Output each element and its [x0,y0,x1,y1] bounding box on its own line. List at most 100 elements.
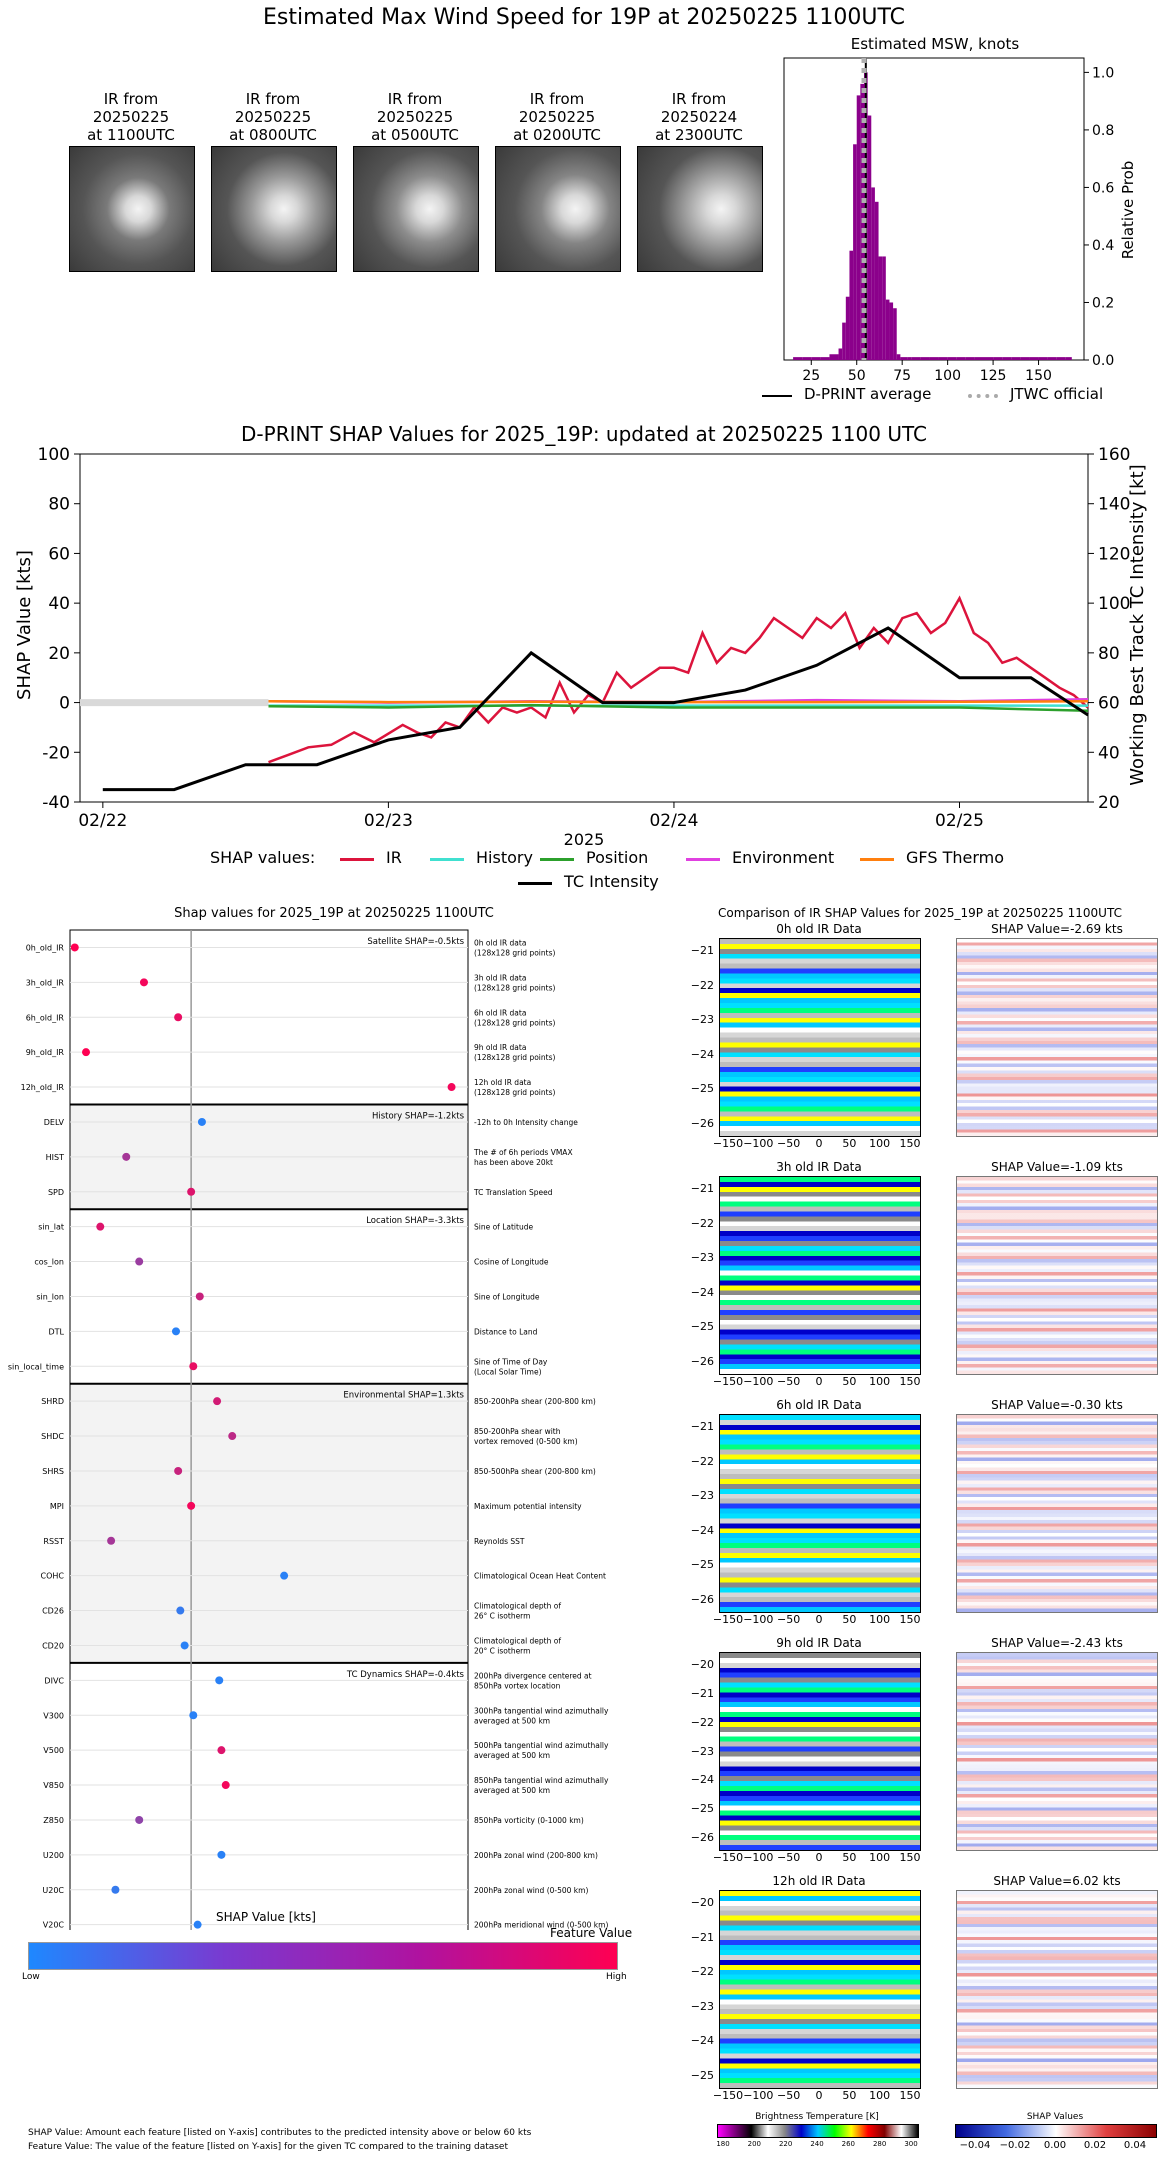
ir-x-tick-label: −150 [712,1613,744,1626]
msw-bar [1038,357,1048,360]
shap-plot-frame [69,929,469,1930]
shap-panel-title: SHAP Value=-0.30 kts [991,1398,1123,1412]
feature-shap-dot [107,1536,116,1545]
feature-shap-dot [213,1397,222,1406]
msw-ylabel: Relative Prob [1119,161,1137,260]
ir-y-tick-label: −25 [690,1802,714,1816]
timeseries-title: D-PRINT SHAP Values for 2025_19P: update… [241,422,927,446]
feature-shap-dot [174,1013,183,1022]
legend-jtwc-line [968,394,998,398]
satellite-caption: IR from 20250225 at 1100UTC [66,90,196,144]
feature-shap-dot [180,1641,189,1650]
ir-panel-title: 3h old IR Data [776,1160,862,1174]
bt-tick-label: 180 [716,2140,730,2148]
msw-bar [893,308,897,360]
feature-name: 6h_old_IR [26,1013,65,1022]
feature-desc: Climatological depth of [474,1602,561,1611]
feature-name: V850 [43,1781,64,1790]
feature-name: MPI [50,1502,64,1511]
satellite-ir-image [495,146,621,272]
msw-x-tick-label: 75 [893,368,911,384]
msw-bar [956,357,966,360]
msw-bar [811,357,821,360]
msw-bar [838,348,843,360]
ir-y-tick-label: −24 [690,2034,714,2048]
ir-y-tick-label: −24 [690,1773,714,1787]
msw-bar [1002,357,1012,360]
feature-desc: 500hPa tangential wind azimuthally [474,1741,609,1750]
ir-x-tick-label: 150 [899,1613,921,1626]
ir-x-tick-label: −150 [712,1375,744,1388]
ir-x-tick-label: −100 [743,2089,774,2102]
ts-y-tick-label: 0 [59,694,70,714]
feature-desc: 850hPa vorticity (0-1000 km) [474,1816,584,1825]
feature-desc: 26° C isotherm [474,1612,530,1621]
ts-y-tick-label: -40 [42,793,70,813]
bt-tick-label: 300 [904,2140,918,2148]
feature-name: V500 [43,1746,64,1755]
ir-x-tick-label: 0 [815,1851,823,1864]
caption-line: at 1100UTC [87,126,175,144]
sv-tick-label: 0.04 [1123,2140,1147,2151]
feature-group-label: Environmental SHAP=1.3kts [343,1391,464,1401]
ir-x-tick-label: 150 [899,1137,921,1150]
msw-y-tick-label: 0.8 [1092,123,1114,139]
ts-y-right-tick-label: 40 [1098,743,1120,763]
feature-shap-dot [189,1711,198,1720]
ts-y-right-tick-label: 60 [1098,694,1120,714]
feature-desc: averaged at 500 km [474,1786,550,1795]
ir-data-panel [719,1414,921,1613]
feature-shap-dot [193,1920,202,1929]
msw-x-tick-label: 100 [934,368,961,384]
feature-name: Z850 [43,1816,64,1825]
ir-y-tick-label: −23 [690,1489,714,1503]
feature-name: U200 [43,1851,64,1860]
feature-shap-dot [217,1850,226,1859]
ir-y-tick-label: −26 [690,1593,714,1606]
feature-value-colorbar [28,1942,618,1970]
bt-colorbar-title: Brightness Temperature [K] [755,2112,879,2122]
ts-y-right-tick-label: 80 [1098,644,1120,664]
msw-bar [929,357,939,360]
feature-name: U20C [42,1886,64,1895]
feature-desc: 12h old IR data [474,1078,531,1087]
feature-desc: 850hPa tangential wind azimuthally [474,1776,609,1785]
legend-avg-label: D-PRINT average [804,385,932,403]
ts-x-tick-label: 02/22 [78,811,127,831]
ts-y-right-tick-label: 140 [1098,495,1130,515]
caption-line: IR from [387,90,443,108]
shap-data-panel [956,1890,1158,2089]
msw-bar [984,357,994,360]
msw-y-tick-label: 1.0 [1092,65,1114,81]
ir-x-tick-label: −150 [712,1851,744,1864]
shap-feature-plot: Satellite SHAP=-0.5kts History SHAP=-1.2k… [8,929,609,1930]
comparison-title: Comparison of IR SHAP Values for 2025_19… [718,906,1122,920]
ir-x-tick-label: 50 [842,1137,857,1150]
feature-group-label: Satellite SHAP=-0.5kts [367,937,464,947]
msw-bar [793,357,803,360]
ts-xlabel: 2025 [564,830,605,849]
caption-line: IR from [245,90,301,108]
ir-x-tick-label: −50 [777,1851,801,1864]
ir-y-tick-label: −25 [690,1082,714,1096]
feature-shap-dot [217,1746,226,1755]
ts-y-tick-label: -20 [42,743,70,763]
ts-y-tick-label: 100 [38,445,70,465]
msw-bar [920,357,930,360]
msw-bar [993,357,1003,360]
feature-name: 3h_old_IR [26,978,65,987]
feature-name: 0h_old_IR [26,943,65,952]
msw-y-tick-label: 0.2 [1092,295,1114,311]
msw-histogram: 25 50 75 100 125 150 0.0 0.2 0.4 0.6 0.8 1.0 Relati… [783,57,1137,384]
feature-desc: Climatological depth of [474,1636,561,1645]
ir-x-tick-label: −50 [777,2089,801,2102]
ir-x-tick-label: 0 [815,1613,823,1626]
ir-x-tick-label: 150 [899,2089,921,2102]
ir-x-tick-label: 0 [815,1137,823,1150]
msw-bar [1056,357,1066,360]
msw-bar [1020,357,1030,360]
ir-y-tick-label: −23 [690,1251,714,1265]
caption-line: 20250224 [660,108,738,126]
ir-y-tick-label: −20 [690,1896,714,1909]
shap-timeseries-chart: -40 -20 0 20 40 60 80 100 20 40 60 80 100 120 140 160 02… [14,445,1148,849]
